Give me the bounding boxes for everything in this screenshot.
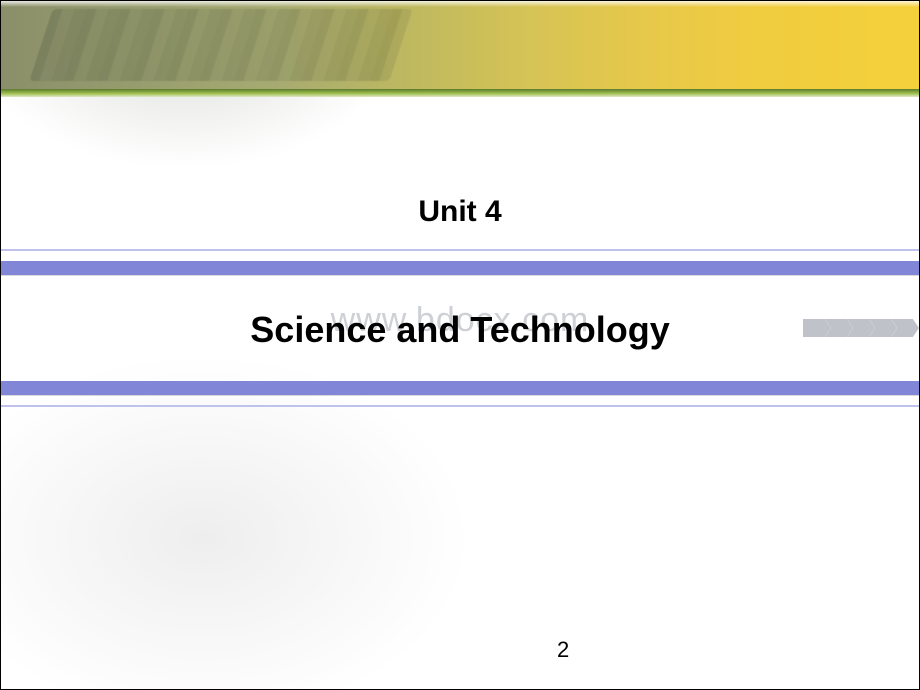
slide-title: Science and Technology xyxy=(250,309,669,351)
banner-underline xyxy=(1,89,919,97)
divider-thin-top xyxy=(1,249,919,251)
banner-books-graphic xyxy=(29,9,412,81)
chevron-icon xyxy=(803,319,831,337)
chevron-strip xyxy=(803,319,919,337)
unit-heading: Unit 4 xyxy=(1,195,919,229)
top-banner xyxy=(1,1,919,89)
slide: Unit 4 www.bdocx.com Science and Technol… xyxy=(0,0,920,690)
divider-thin-bottom xyxy=(1,405,919,407)
divider-bar-top xyxy=(1,261,919,275)
divider-bar-bottom xyxy=(1,381,919,395)
title-band: Science and Technology xyxy=(1,301,919,359)
page-number: 2 xyxy=(557,637,569,663)
